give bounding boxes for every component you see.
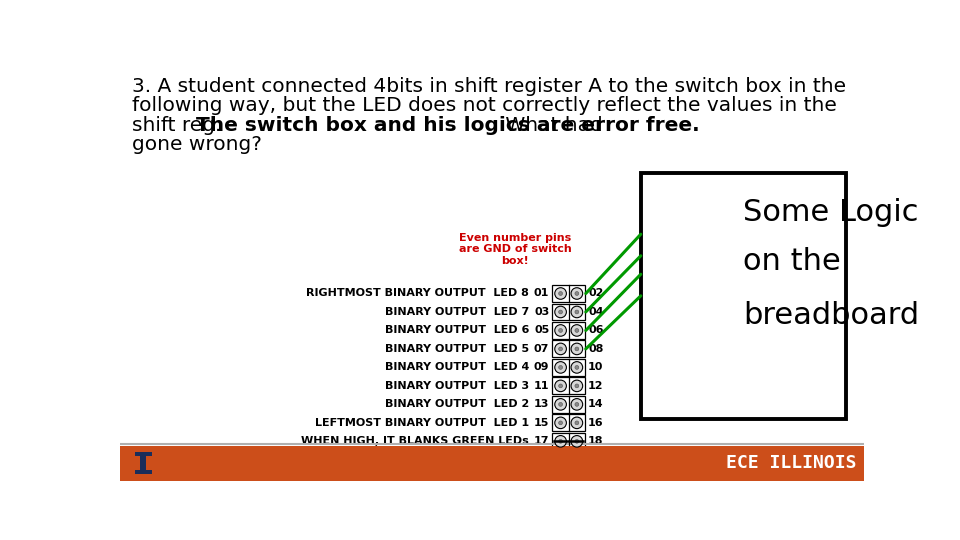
Text: 17: 17 [534,436,549,447]
Text: BINARY OUTPUT  LED 2: BINARY OUTPUT LED 2 [385,400,529,409]
Text: on the: on the [743,247,841,275]
Circle shape [575,292,579,295]
Circle shape [555,288,566,299]
Text: LEFTMOST BINARY OUTPUT  LED 1: LEFTMOST BINARY OUTPUT LED 1 [315,418,529,428]
Text: following way, but the LED does not correctly reflect the values in the: following way, but the LED does not corr… [132,96,836,116]
Text: Even number pins
are GND of switch
box!: Even number pins are GND of switch box! [459,233,571,266]
Text: 09: 09 [534,362,549,373]
Text: 01: 01 [534,288,549,299]
Text: 10: 10 [588,362,604,373]
Circle shape [575,310,579,314]
Text: 14: 14 [588,400,604,409]
Circle shape [555,436,566,447]
Circle shape [575,384,579,388]
Text: 03: 03 [534,307,549,317]
Bar [552,285,585,302]
Text: 08: 08 [588,344,604,354]
Circle shape [571,417,583,429]
Circle shape [575,366,579,369]
Text: 11: 11 [534,381,549,391]
Text: 05: 05 [534,326,549,335]
Circle shape [571,288,583,299]
Text: 3. A student connected 4bits in shift register A to the switch box in the: 3. A student connected 4bits in shift re… [132,77,846,96]
Text: 02: 02 [588,288,604,299]
Circle shape [575,328,579,333]
Bar [552,396,585,413]
Circle shape [571,325,583,336]
Circle shape [555,399,566,410]
Circle shape [555,380,566,392]
Text: What had: What had [499,116,603,134]
Circle shape [559,310,563,314]
Text: BINARY OUTPUT  LED 6: BINARY OUTPUT LED 6 [385,326,529,335]
Text: BINARY OUTPUT  LED 7: BINARY OUTPUT LED 7 [385,307,529,317]
Text: BINARY OUTPUT  LED 5: BINARY OUTPUT LED 5 [385,344,529,354]
Circle shape [555,306,566,318]
Circle shape [571,399,583,410]
Text: BINARY OUTPUT  LED 4: BINARY OUTPUT LED 4 [385,362,529,373]
Circle shape [559,366,563,369]
Circle shape [559,440,563,443]
Circle shape [559,421,563,425]
Text: 12: 12 [588,381,604,391]
Circle shape [555,343,566,355]
Text: shift reg.: shift reg. [132,116,228,134]
Text: RIGHTMOST BINARY OUTPUT  LED 8: RIGHTMOST BINARY OUTPUT LED 8 [306,288,529,299]
Bar [552,340,585,357]
Bar [134,453,152,456]
Text: Some Logic: Some Logic [743,198,919,227]
Text: 13: 13 [534,400,549,409]
Circle shape [559,328,563,333]
Circle shape [555,417,566,429]
Bar [552,303,585,320]
Bar [552,322,585,339]
Text: 06: 06 [588,326,604,335]
Circle shape [575,347,579,351]
Text: 04: 04 [588,307,604,317]
Circle shape [575,440,579,443]
Circle shape [571,380,583,392]
Circle shape [575,402,579,406]
Circle shape [575,421,579,425]
Bar [552,414,585,431]
Text: breadboard: breadboard [743,301,920,329]
Circle shape [559,402,563,406]
Bar [134,470,152,474]
Text: WHEN HIGH, IT BLANKS GREEN LEDs: WHEN HIGH, IT BLANKS GREEN LEDs [301,436,529,447]
Bar [641,173,846,419]
Circle shape [571,362,583,373]
Text: 15: 15 [534,418,549,428]
Bar [552,359,585,376]
Circle shape [571,343,583,355]
Bar [552,433,585,450]
Text: 18: 18 [588,436,604,447]
Circle shape [571,436,583,447]
Bar [120,446,864,481]
Text: 07: 07 [534,344,549,354]
Bar [140,456,146,470]
Circle shape [571,306,583,318]
Text: The switch box and his logics are error free.: The switch box and his logics are error … [196,116,700,134]
Circle shape [559,347,563,351]
Text: ECE ILLINOIS: ECE ILLINOIS [726,454,856,472]
Bar [552,377,585,394]
Text: gone wrong?: gone wrong? [132,135,261,154]
Text: 16: 16 [588,418,604,428]
Circle shape [559,292,563,295]
Text: BINARY OUTPUT  LED 3: BINARY OUTPUT LED 3 [385,381,529,391]
Circle shape [559,384,563,388]
Circle shape [555,362,566,373]
Circle shape [555,325,566,336]
